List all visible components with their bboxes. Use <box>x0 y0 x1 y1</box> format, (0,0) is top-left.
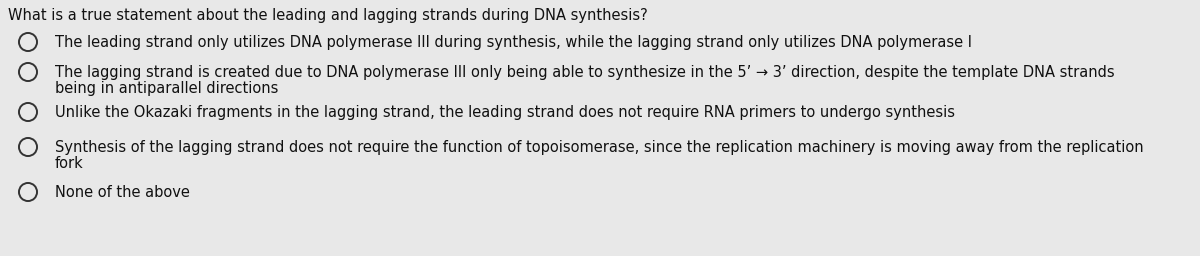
Text: fork: fork <box>55 156 84 171</box>
Text: Synthesis of the lagging strand does not require the function of topoisomerase, : Synthesis of the lagging strand does not… <box>55 140 1144 155</box>
Text: being in antiparallel directions: being in antiparallel directions <box>55 81 278 96</box>
Text: The lagging strand is created due to DNA polymerase III only being able to synth: The lagging strand is created due to DNA… <box>55 65 1115 80</box>
Text: What is a true statement about the leading and lagging strands during DNA synthe: What is a true statement about the leadi… <box>8 8 648 23</box>
Text: Unlike the Okazaki fragments in the lagging strand, the leading strand does not : Unlike the Okazaki fragments in the lagg… <box>55 105 955 120</box>
Text: None of the above: None of the above <box>55 185 190 200</box>
Text: The leading strand only utilizes DNA polymerase III during synthesis, while the : The leading strand only utilizes DNA pol… <box>55 35 972 50</box>
